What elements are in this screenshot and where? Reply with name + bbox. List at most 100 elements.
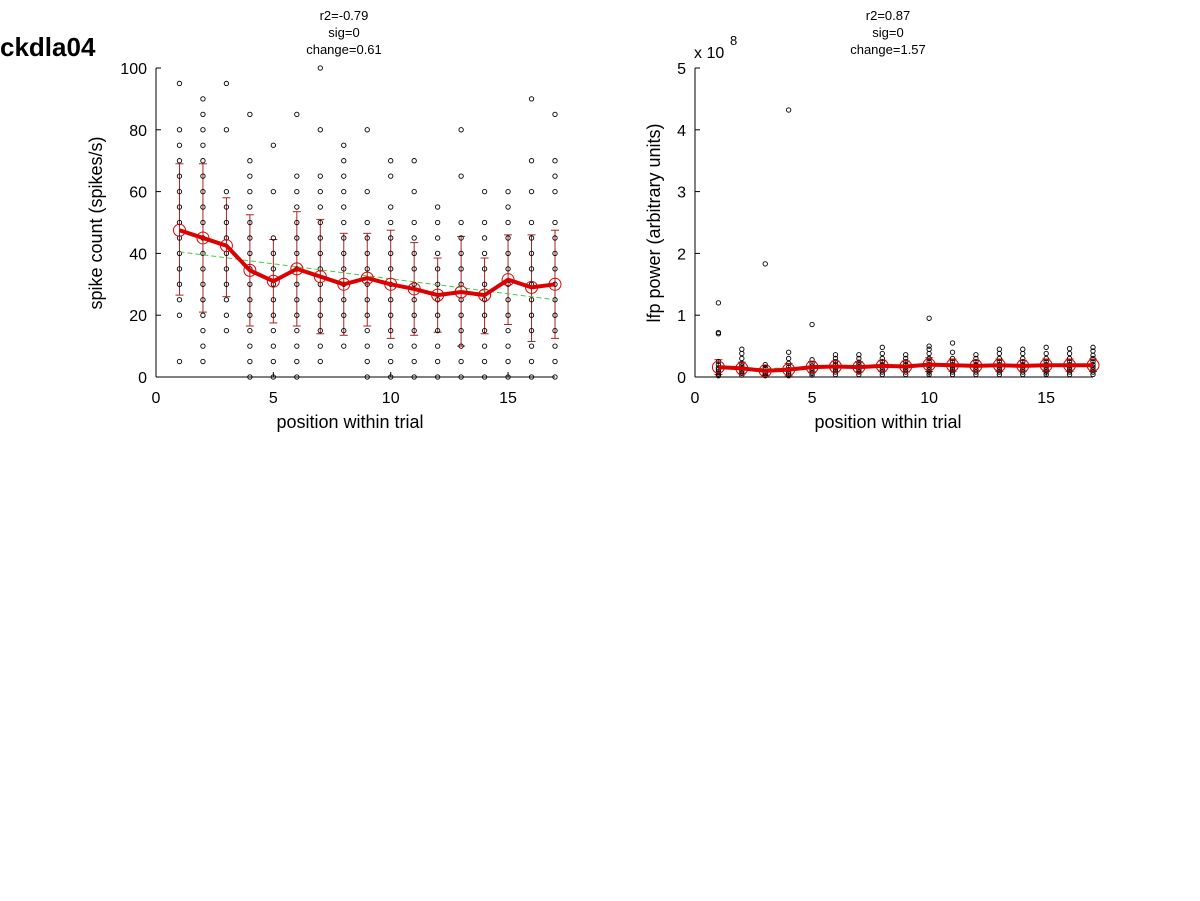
spike-mean-marker	[243, 263, 257, 277]
spike-trial-point	[434, 219, 441, 226]
spike-trial-point	[481, 250, 488, 257]
spike-trial-point	[528, 158, 535, 164]
spike-trial-point	[317, 65, 323, 71]
spike-trial-point	[247, 358, 253, 365]
lfp-trial-point	[1066, 350, 1073, 357]
spike-trial-point	[411, 358, 417, 365]
spike-trial-point	[388, 173, 394, 179]
lfp-trial-point	[809, 370, 815, 376]
spike-trial-point	[528, 312, 535, 318]
spike-trial-point	[317, 127, 323, 133]
spike-trial-point	[317, 204, 323, 210]
spike-trial-point	[458, 250, 464, 257]
spike-trial-point	[270, 250, 277, 257]
spike-trial-point	[270, 235, 277, 241]
spike-trial-point	[223, 281, 230, 287]
spike-trial-point	[317, 358, 323, 365]
lfp-trial-point	[739, 355, 745, 362]
spike-trial-point	[176, 80, 183, 87]
spike-trial-point	[176, 312, 183, 318]
spike-trial-point	[481, 358, 488, 365]
spike-trial-point	[341, 204, 347, 210]
lfp-y-tick-label: 3	[677, 185, 686, 202]
lfp-y-tick-label: 4	[677, 123, 686, 140]
spike-trial-point	[388, 312, 394, 318]
spike-trial-point	[411, 266, 417, 272]
spike-trial-point	[434, 235, 441, 241]
spike-trial-point	[458, 358, 464, 365]
spike-trial-point	[294, 111, 300, 118]
spike-trial-point	[458, 327, 464, 334]
lfp-trial-point	[1090, 348, 1096, 354]
spike-mean-marker	[266, 274, 280, 288]
spike-x-tick-label: 5	[269, 390, 278, 407]
spike-trial-point	[434, 266, 441, 272]
spike-trial-point	[552, 327, 558, 334]
spike-trial-point	[317, 173, 323, 179]
lfp-trial-point	[1043, 369, 1049, 375]
spike-trial-point	[505, 250, 511, 257]
spike-trial-point	[341, 142, 347, 148]
lfp-mean-marker	[969, 359, 983, 373]
spike-trial-point	[364, 266, 370, 272]
lfp-trial-point	[1020, 346, 1026, 352]
spike-trial-point	[552, 173, 558, 179]
lfp-mean-marker	[992, 358, 1006, 372]
lfp-mean-marker	[922, 358, 936, 372]
figure-title: ckdla04	[0, 32, 96, 62]
spike-trial-point	[176, 127, 183, 133]
spike-trial-point	[458, 219, 464, 226]
spike-chart-trial-points	[176, 65, 558, 380]
spike-trial-point	[552, 111, 558, 118]
spike-trial-point	[364, 374, 370, 380]
lfp-trial-point	[1090, 355, 1096, 362]
spike-trial-point	[552, 266, 558, 272]
lfp-trial-point	[1090, 366, 1096, 373]
lfp-trial-point	[762, 361, 768, 368]
spike-trial-point	[200, 219, 206, 226]
spike-trial-point	[481, 374, 488, 380]
spike-trial-point	[505, 235, 511, 241]
spike-trial-point	[388, 358, 394, 365]
lfp-chart-x-ticks: 0 5 10 15	[691, 372, 1055, 407]
spike-trial-point	[200, 188, 206, 195]
lfp-chart-mean-series	[711, 358, 1100, 378]
spike-trial-point	[528, 343, 535, 349]
lfp-mean-marker	[946, 358, 960, 372]
lfp-x-tick-label: 5	[808, 390, 817, 407]
spike-trial-point	[458, 127, 464, 133]
spike-mean-marker	[525, 280, 539, 294]
spike-trial-point	[176, 358, 183, 365]
spike-trial-point	[317, 297, 323, 303]
lfp-trial-point	[1066, 369, 1073, 375]
spike-trial-point	[270, 343, 277, 349]
spike-trial-point	[552, 158, 558, 164]
spike-trial-point	[294, 281, 300, 287]
lfp-power-chart: r2=0.87 sig=0 change=1.57 x 10 8 0 5 10 15 …	[644, 8, 1100, 432]
lfp-trial-point	[973, 358, 979, 365]
spike-trial-point	[411, 235, 417, 241]
spike-trial-point	[341, 188, 347, 195]
lfp-mean-marker	[1063, 358, 1077, 372]
lfp-trial-point	[996, 350, 1003, 357]
spike-trial-point	[364, 281, 370, 287]
spike-trial-point	[294, 312, 300, 318]
spike-trial-point	[364, 297, 370, 303]
lfp-trial-point	[973, 355, 979, 362]
spike-mean-marker	[337, 277, 351, 291]
spike-trial-point	[528, 358, 535, 365]
spike-trial-point	[270, 297, 277, 303]
spike-x-tick-label: 10	[382, 390, 400, 407]
lfp-trial-point	[809, 357, 815, 363]
spike-trial-point	[270, 266, 277, 272]
spike-trial-point	[294, 343, 300, 349]
spike-trial-point	[200, 281, 206, 287]
spike-trial-point	[528, 96, 535, 102]
lfp-trial-point	[996, 369, 1003, 375]
spike-trial-point	[552, 250, 558, 257]
lfp-trial-point	[762, 261, 768, 267]
spike-trial-point	[505, 188, 511, 195]
lfp-trial-point	[1090, 369, 1096, 375]
spike-y-tick-label: 40	[129, 246, 147, 263]
spike-trial-point	[247, 173, 253, 179]
